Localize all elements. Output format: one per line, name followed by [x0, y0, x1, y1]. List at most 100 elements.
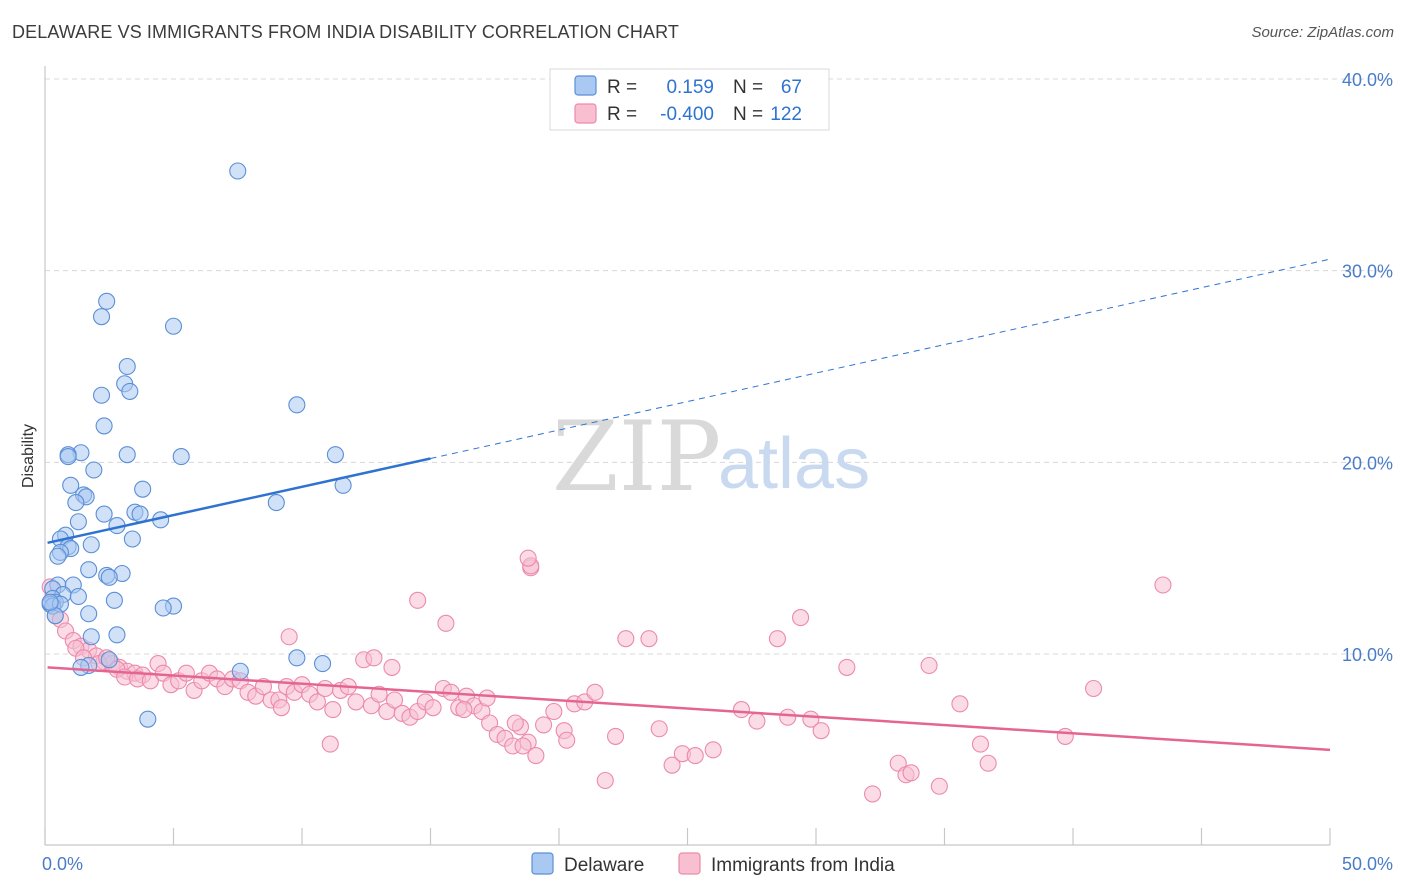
data-point-india: [838, 658, 856, 676]
data-point-delaware: [288, 396, 306, 414]
data-point-india: [650, 720, 668, 738]
data-point-india: [558, 731, 576, 749]
data-point-india: [478, 689, 496, 707]
data-point-india: [272, 699, 290, 717]
data-point-delaware: [100, 651, 118, 669]
data-point-delaware: [172, 448, 190, 466]
data-point-india: [535, 716, 553, 734]
data-point-delaware: [72, 658, 90, 676]
x-tick-label-max: 50.0%: [1342, 854, 1393, 874]
y-tick-label: 10.0%: [1342, 645, 1393, 665]
data-point-india: [1056, 727, 1074, 745]
data-point-india: [424, 699, 442, 717]
data-point-india: [437, 614, 455, 632]
data-point-india: [863, 785, 882, 803]
data-point-india: [768, 630, 787, 648]
data-point-delaware: [288, 649, 306, 667]
data-point-india: [1085, 679, 1103, 698]
legend-bottom-swatch-pink: [678, 852, 701, 875]
y-tick-labels: 10.0% 20.0% 30.0% 40.0%: [1342, 70, 1393, 665]
data-point-delaware: [92, 308, 111, 326]
legend-top-n-value-pink: 122: [770, 104, 802, 125]
data-point-india: [979, 754, 997, 772]
data-point-delaware: [100, 568, 118, 586]
data-point-india: [640, 630, 658, 648]
data-point-india: [792, 609, 810, 627]
data-point-delaware: [69, 587, 87, 606]
legend-top-r-label-blue: R =: [607, 77, 637, 98]
series-india-points: [41, 549, 1172, 803]
data-point-india: [316, 679, 334, 698]
data-point-india: [920, 656, 938, 675]
data-point-india: [527, 747, 545, 765]
data-point-delaware: [82, 536, 100, 554]
legend-top-r-value-pink: -0.400: [660, 104, 714, 125]
data-point-delaware: [80, 561, 98, 579]
data-point-india: [370, 685, 388, 703]
trend-line-delaware: [47, 457, 431, 545]
data-point-delaware: [49, 547, 67, 565]
data-point-delaware: [69, 513, 87, 531]
legend-top-n-label-blue: N =: [733, 77, 763, 98]
data-point-india: [606, 727, 625, 745]
data-point-india: [519, 549, 537, 567]
data-point-india: [930, 777, 948, 795]
data-point-india: [686, 747, 704, 765]
data-point-delaware: [82, 628, 100, 646]
data-point-india: [1154, 576, 1172, 594]
y-tick-label: 30.0%: [1342, 262, 1393, 282]
source-label: Source: ZipAtlas.com: [1251, 24, 1394, 41]
data-point-delaware: [95, 505, 113, 523]
trend-line-india: [47, 666, 1331, 752]
trend-line-delaware-extension: [430, 258, 1331, 459]
data-point-delaware: [62, 476, 80, 494]
data-point-india: [321, 735, 339, 753]
data-point-india: [617, 630, 635, 648]
data-point-delaware: [139, 710, 157, 728]
data-point-delaware: [92, 386, 111, 404]
legend-top-r-value-blue: 0.159: [666, 77, 714, 98]
data-point-india: [506, 714, 524, 732]
data-point-delaware: [267, 494, 285, 512]
watermark-zip: ZIP: [552, 401, 721, 513]
data-point-india: [812, 722, 830, 740]
data-point-india: [586, 683, 604, 701]
data-point-india: [455, 701, 473, 719]
data-point-india: [514, 737, 532, 755]
watermark-atlas: atlas: [718, 424, 870, 504]
y-tick-label: 40.0%: [1342, 70, 1393, 90]
data-point-delaware: [121, 382, 139, 400]
data-point-delaware: [231, 662, 249, 680]
data-point-india: [596, 771, 614, 790]
legend-bottom-swatch-blue: [531, 852, 554, 875]
data-point-delaware: [314, 655, 332, 673]
data-point-india: [779, 708, 797, 726]
legend-top-r-label-pink: R =: [607, 104, 637, 125]
data-point-delaware: [131, 505, 149, 523]
data-point-india: [383, 658, 401, 676]
data-point-delaware: [41, 593, 59, 611]
legend-top-n-value-blue: 67: [781, 77, 802, 98]
y-tick-label: 20.0%: [1342, 453, 1393, 473]
data-point-delaware: [80, 605, 98, 623]
data-point-india: [177, 664, 195, 682]
y-axis-title: Disability: [20, 424, 37, 488]
data-point-india: [545, 702, 563, 721]
data-point-india: [365, 649, 383, 667]
legend-top-swatch-blue: [574, 75, 597, 96]
data-point-delaware: [134, 480, 152, 498]
data-point-delaware: [85, 461, 103, 479]
data-point-delaware: [118, 357, 136, 376]
data-point-delaware: [67, 494, 85, 512]
data-point-delaware: [229, 162, 247, 180]
data-point-india: [748, 712, 766, 730]
data-point-delaware: [105, 591, 123, 609]
data-point-india: [324, 701, 342, 719]
data-point-delaware: [59, 448, 77, 466]
data-point-delaware: [154, 599, 172, 617]
data-point-delaware: [108, 626, 126, 644]
axes: [44, 66, 1331, 846]
legend-bottom-label-delaware: Delaware: [564, 855, 644, 876]
data-point-delaware: [98, 292, 116, 310]
